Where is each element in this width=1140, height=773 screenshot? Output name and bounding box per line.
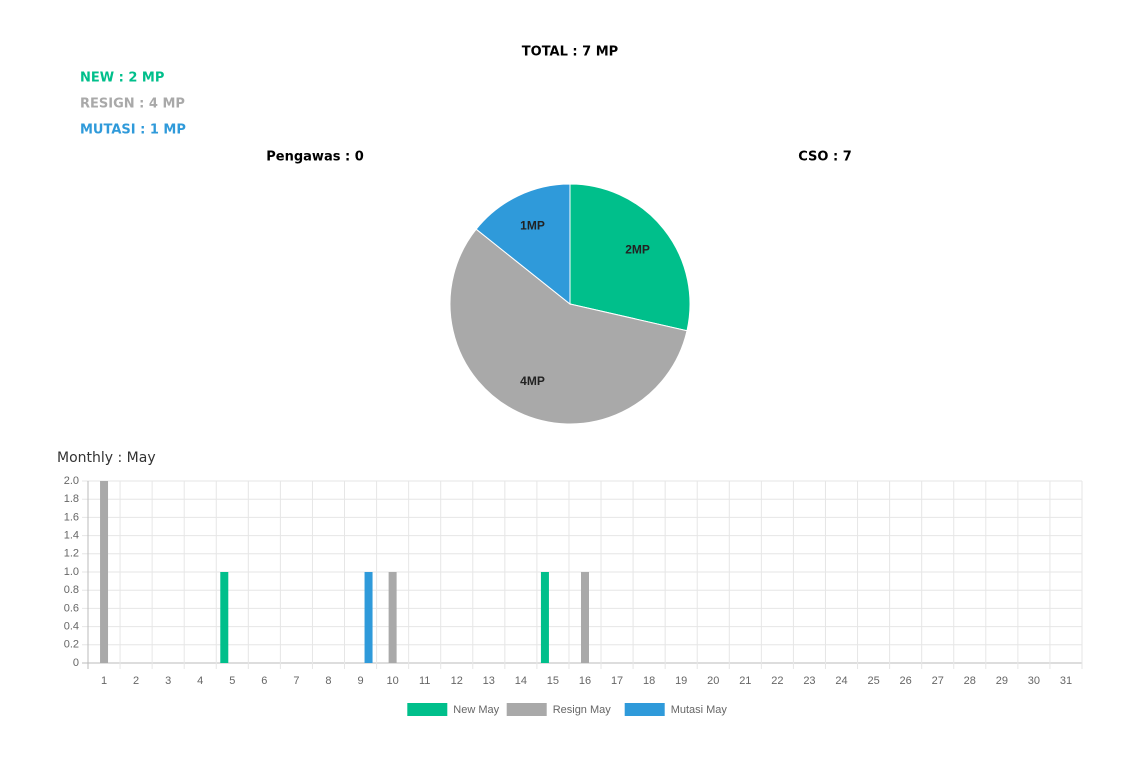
x-tick-label: 25 <box>867 675 879 687</box>
x-tick-label: 30 <box>1028 675 1040 687</box>
x-tick-label: 13 <box>483 675 495 687</box>
pengawas-count: Pengawas : 0 <box>266 150 364 165</box>
bar <box>388 572 397 663</box>
x-tick-label: 16 <box>579 675 591 687</box>
x-tick-label: 14 <box>515 675 527 687</box>
legend-label: New May <box>453 704 499 716</box>
x-tick-label: 26 <box>900 675 912 687</box>
x-tick-label: 18 <box>643 675 655 687</box>
x-tick-label: 19 <box>675 675 687 687</box>
legend-label: Mutasi May <box>671 704 728 716</box>
x-tick-label: 12 <box>451 675 463 687</box>
bar-title: Monthly : May <box>57 450 156 466</box>
y-tick-label: 0.8 <box>64 584 79 596</box>
legend-swatch <box>407 703 448 716</box>
x-tick-label: 10 <box>386 675 398 687</box>
x-tick-label: 2 <box>133 675 139 687</box>
slice-label: 1MP <box>520 218 545 232</box>
x-tick-label: 11 <box>419 675 430 687</box>
y-tick-label: 1.4 <box>64 530 79 542</box>
cso-count: CSO : 7 <box>798 150 852 165</box>
x-tick-label: 22 <box>771 675 783 687</box>
y-tick-label: 0.4 <box>64 621 79 633</box>
bar <box>540 572 549 663</box>
x-tick-label: 24 <box>835 675 847 687</box>
y-tick-label: 0 <box>73 657 79 669</box>
x-tick-label: 1 <box>101 675 107 687</box>
resign-count: RESIGN : 4 MP <box>80 97 185 112</box>
slice-label: 2MP <box>625 242 650 256</box>
x-tick-label: 27 <box>932 675 944 687</box>
x-tick-label: 28 <box>964 675 976 687</box>
x-tick-label: 17 <box>611 675 623 687</box>
pie-slice <box>569 183 691 332</box>
x-tick-label: 29 <box>996 675 1008 687</box>
x-tick-label: 23 <box>803 675 815 687</box>
y-tick-label: 1.6 <box>64 511 79 523</box>
y-tick-label: 2.0 <box>64 475 79 487</box>
legend-swatch <box>506 703 547 716</box>
x-tick-label: 8 <box>325 675 331 687</box>
y-tick-label: 1.2 <box>64 548 79 560</box>
bar <box>220 572 229 663</box>
x-tick-label: 7 <box>293 675 299 687</box>
x-tick-label: 3 <box>165 675 171 687</box>
y-tick-label: 1.0 <box>64 566 79 578</box>
bar <box>364 572 373 663</box>
mutasi-count: MUTASI : 1 MP <box>80 123 186 138</box>
y-tick-label: 0.6 <box>64 602 79 614</box>
pie-slice <box>449 228 688 425</box>
x-tick-label: 5 <box>229 675 235 687</box>
x-tick-label: 15 <box>547 675 559 687</box>
y-tick-label: 0.2 <box>64 639 79 651</box>
x-tick-label: 4 <box>197 675 203 687</box>
new-count: NEW : 2 MP <box>80 71 164 86</box>
pie-slice <box>475 183 571 306</box>
legend-label: Resign May <box>553 704 612 716</box>
legend-swatch <box>624 703 665 716</box>
slice-label: 4MP <box>520 374 545 388</box>
bar <box>100 481 109 663</box>
y-tick-label: 1.8 <box>64 493 79 505</box>
x-tick-label: 6 <box>261 675 267 687</box>
x-tick-label: 21 <box>739 675 751 687</box>
bar <box>581 572 589 663</box>
total: TOTAL : 7 MP <box>522 45 618 60</box>
x-tick-label: 9 <box>357 675 363 687</box>
x-tick-label: 20 <box>707 675 719 687</box>
x-tick-label: 31 <box>1060 675 1072 687</box>
